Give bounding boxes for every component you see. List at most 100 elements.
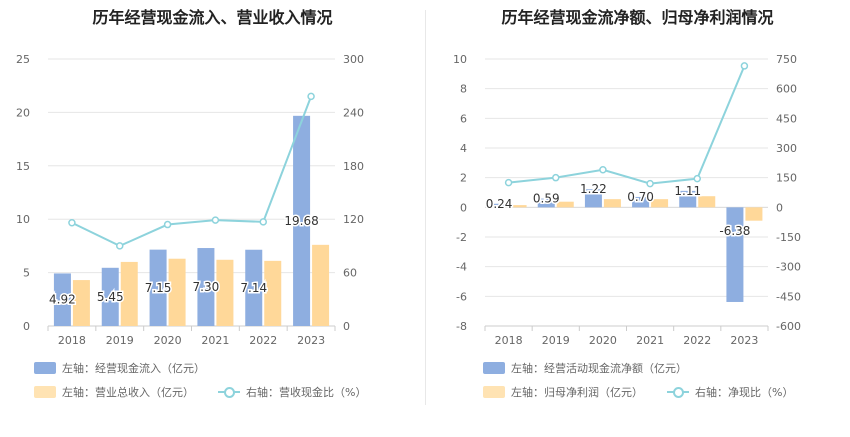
- x-tick-label: 2021: [636, 334, 664, 347]
- line-point: [259, 218, 267, 226]
- panel-divider: [425, 10, 426, 405]
- legend-label: 左轴：经营现金流入（亿元）: [62, 362, 205, 375]
- line-point: [599, 166, 607, 174]
- y-left-tick-label: 20: [16, 106, 30, 119]
- y-left-tick-label: -2: [456, 231, 467, 244]
- line-point: [504, 178, 513, 187]
- line-point: [646, 179, 654, 188]
- data-label: 19.68: [284, 214, 318, 228]
- legend-item-cash-ratio[interactable]: 右轴：营收现金比（%）: [218, 384, 366, 400]
- y-left-tick-label: 15: [16, 160, 30, 173]
- legend-label: 左轴：经营活动现金流净额（亿元）: [511, 362, 687, 375]
- line-point: [163, 220, 172, 229]
- bar-primary: [293, 115, 311, 326]
- x-tick-label: 2021: [201, 334, 229, 347]
- legend-label: 右轴：净现比（%）: [695, 386, 794, 399]
- y-right-tick-label: 180: [343, 160, 364, 173]
- y-left-tick-label: 25: [16, 53, 30, 66]
- data-label: 5.45: [97, 290, 124, 304]
- bar-secondary: [72, 280, 90, 326]
- y-right-tick-label: 300: [343, 53, 364, 66]
- data-label: -6.38: [719, 224, 750, 238]
- bar-primary: [726, 207, 744, 302]
- y-left-tick-label: 6: [460, 112, 467, 125]
- x-tick-label: 2023: [297, 334, 325, 347]
- line-point: [552, 173, 560, 182]
- y-right-tick-label: -450: [776, 290, 801, 303]
- x-tick-label: 2022: [683, 334, 711, 347]
- legend-line-icon: [218, 386, 240, 398]
- x-tick-label: 2020: [589, 334, 617, 347]
- x-tick-label: 2018: [58, 334, 86, 347]
- line-point: [307, 92, 315, 101]
- line-point: [740, 62, 749, 70]
- line-point: [693, 174, 701, 183]
- y-right-tick-label: -300: [776, 261, 801, 274]
- bar-secondary: [509, 205, 527, 208]
- bar-primary: [53, 273, 71, 326]
- data-label: 0.70: [627, 190, 654, 204]
- y-right-tick-label: 150: [776, 172, 797, 185]
- chart-cash-inflow-revenue: 0 5 10 15 20 25 0 60 120 180 240 300 2018 2019 2020 202…: [16, 53, 364, 347]
- y-left-tick-label: 5: [23, 267, 30, 280]
- legend-swatch-blue: [34, 362, 56, 374]
- chart-title: 历年经营现金流入、营业收入情况: [92, 8, 333, 27]
- line-point: [68, 219, 76, 227]
- bar-primary: [245, 249, 263, 326]
- chart-title: 历年经营现金流净额、归母净利润情况: [501, 8, 774, 27]
- legend-label: 右轴：营收现金比（%）: [246, 386, 367, 399]
- data-label: 0.24: [486, 197, 513, 211]
- data-label: 1.11: [674, 184, 701, 198]
- y-right-tick-label: 600: [776, 83, 797, 96]
- legend-swatch-orange: [34, 386, 56, 398]
- y-left-tick-label: 0: [23, 320, 30, 333]
- y-left-tick-label: 8: [460, 83, 467, 96]
- y-right-tick-label: 120: [343, 213, 364, 226]
- legend-item-cash-inflow[interactable]: 左轴：经营现金流入（亿元）: [34, 360, 205, 376]
- legend-item-net-cash[interactable]: 左轴：经营活动现金流净额（亿元）: [483, 360, 687, 376]
- y-right-tick-label: 60: [343, 267, 357, 280]
- bar-secondary: [651, 199, 669, 208]
- legend-item-net-profit[interactable]: 左轴：归母净利润（亿元）: [483, 384, 643, 400]
- y-left-tick-label: 2: [460, 172, 467, 185]
- bar-secondary: [603, 199, 621, 208]
- y-right-tick-label: -600: [776, 320, 801, 333]
- x-tick-label: 2020: [154, 334, 182, 347]
- bar-secondary: [556, 201, 574, 208]
- y-left-tick-label: 0: [460, 201, 467, 214]
- y-right-tick-label: 300: [776, 142, 797, 155]
- legend-line-icon: [667, 386, 689, 398]
- legend-item-revenue[interactable]: 左轴：营业总收入（亿元）: [34, 384, 194, 400]
- bar-secondary: [168, 258, 186, 326]
- y-right-tick-label: 750: [776, 53, 797, 66]
- y-left-tick-label: -8: [456, 320, 467, 333]
- data-label: 7.14: [240, 281, 267, 295]
- x-tick-label: 2019: [106, 334, 134, 347]
- bar-primary: [149, 249, 167, 326]
- y-right-tick-label: 0: [776, 201, 783, 214]
- data-label: 7.15: [145, 281, 172, 295]
- legend-item-net-cash-ratio[interactable]: 右轴：净现比（%）: [667, 384, 793, 400]
- legend-label: 左轴：营业总收入（亿元）: [62, 386, 194, 399]
- data-label: 4.92: [49, 293, 76, 307]
- bar-primary: [584, 189, 602, 208]
- y-right-tick-label: 450: [776, 112, 797, 125]
- legend-swatch-blue: [483, 362, 505, 374]
- chart-net-cash-profit: -8 -6 -4 -2 0 2 4 6 8 10 -600 -450 -300 -150 0 150 300 45…: [453, 53, 801, 347]
- y-left-tick-label: 10: [453, 53, 467, 66]
- line-ratio: [508, 65, 746, 185]
- bar-primary: [101, 267, 119, 326]
- bar-primary: [679, 190, 697, 208]
- legend-label: 左轴：归母净利润（亿元）: [511, 386, 643, 399]
- bar-primary: [632, 196, 650, 208]
- bar-secondary: [745, 207, 763, 221]
- line-point: [116, 242, 124, 250]
- y-left-tick-label: 4: [460, 142, 467, 155]
- data-label: 7.30: [193, 280, 220, 294]
- bar-primary: [490, 203, 508, 208]
- y-left-tick-label: -4: [456, 261, 467, 274]
- bar-secondary: [120, 261, 138, 326]
- x-tick-label: 2022: [249, 334, 277, 347]
- data-label: 1.22: [580, 182, 607, 196]
- bar-secondary: [698, 196, 716, 208]
